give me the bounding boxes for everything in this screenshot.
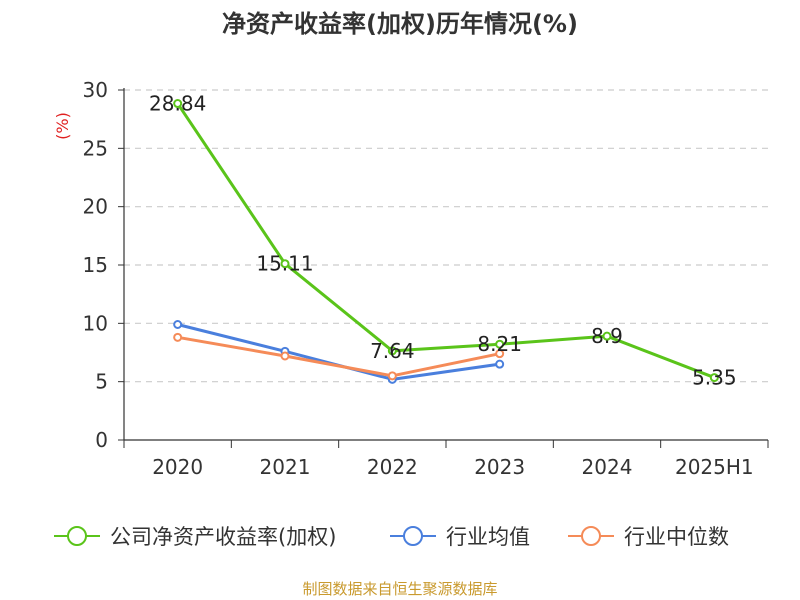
data-point [495, 339, 505, 349]
axes [123, 88, 768, 441]
legend-label: 公司净资产收益率(加权) [110, 525, 337, 549]
data-point [280, 351, 290, 361]
y-tick-label: 10 [83, 311, 108, 335]
data-labels: 28.84 15.11 7.64 8.21 8.9 5.35 [149, 92, 737, 390]
series-line [177, 335, 500, 378]
y-tick-label: 15 [83, 253, 108, 277]
grid-lines [124, 89, 768, 383]
legend: 公司净资产收益率(加权) 行业均值 行业中位数 [0, 518, 800, 554]
data-point [709, 373, 719, 383]
legend-marker-icon [54, 526, 100, 546]
data-label: 28.84 [149, 92, 206, 116]
data-point [173, 320, 183, 329]
y-tick-label: 20 [83, 195, 108, 219]
legend-item-industry-avg[interactable]: 行业均值 [388, 518, 530, 554]
data-label: 15.11 [256, 252, 313, 276]
legend-label: 行业中位数 [624, 525, 729, 549]
x-tick-label: 2024 [582, 455, 633, 479]
x-tick-label: 2025H1 [675, 455, 754, 479]
data-point [387, 371, 397, 381]
data-label: 7.64 [370, 339, 415, 363]
y-tick-label: 25 [83, 136, 108, 160]
y-tick-label: 5 [95, 370, 108, 394]
data-label: 5.35 [692, 366, 737, 390]
y-axis-ticks: 0 5 10 15 20 25 30 [83, 78, 124, 452]
y-axis-label: (%) [53, 112, 72, 140]
x-axis-ticks: 2020 2021 2022 2023 2024 2025H1 [123, 440, 769, 479]
series-group [173, 99, 719, 384]
data-point [173, 99, 183, 109]
series-line [176, 102, 715, 379]
legend-marker-icon [390, 526, 436, 546]
legend-label: 行业均值 [446, 525, 530, 549]
data-point [495, 349, 505, 359]
legend-item-industry-median[interactable]: 行业中位数 [566, 518, 729, 554]
y-tick-label: 0 [95, 428, 108, 452]
series-line [177, 323, 500, 381]
data-point [602, 331, 612, 341]
data-label: 8.21 [477, 332, 522, 356]
legend-item-company[interactable]: 公司净资产收益率(加权) [52, 518, 336, 554]
legend-marker-icon [568, 526, 614, 546]
data-label: 8.9 [591, 324, 623, 348]
data-point [173, 332, 183, 342]
data-point [280, 259, 290, 269]
data-point [387, 346, 397, 356]
x-tick-label: 2022 [367, 455, 418, 479]
chart-title: 净资产收益率(加权)历年情况(%) [222, 10, 578, 38]
x-tick-label: 2023 [474, 455, 525, 479]
y-tick-label: 30 [83, 78, 108, 102]
source-note: 制图数据来自恒生聚源数据库 [302, 580, 498, 598]
x-tick-label: 2020 [152, 455, 203, 479]
data-point [495, 359, 505, 369]
x-tick-label: 2021 [260, 455, 311, 479]
